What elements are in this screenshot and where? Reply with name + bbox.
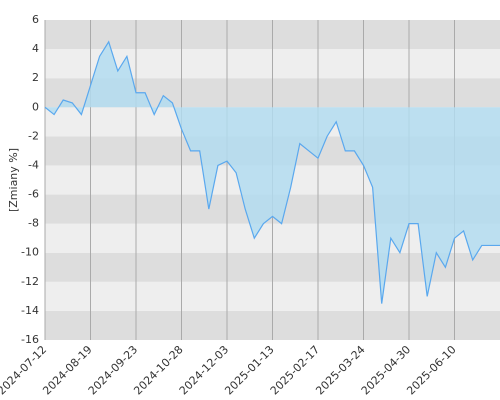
y-tick-label: -14 [21,304,39,317]
y-tick-label: -4 [28,158,39,171]
y-tick-label: 6 [32,13,39,26]
y-tick-label: 4 [32,42,39,55]
y-axis-label: [Zmiany %] [7,148,20,212]
y-tick-label: -10 [21,246,39,259]
y-tick-label: 2 [32,71,39,84]
area [45,41,500,304]
y-tick-label: -16 [21,333,39,346]
y-tick-label: -6 [28,188,39,201]
x-tick-label: 2025-06-10 [404,343,458,397]
y-tick-label: -12 [21,275,39,288]
line [44,40,500,304]
y-tick-label: -2 [28,129,39,142]
y-tick-label: 0 [32,100,39,113]
y-tick-label: -8 [28,217,39,230]
